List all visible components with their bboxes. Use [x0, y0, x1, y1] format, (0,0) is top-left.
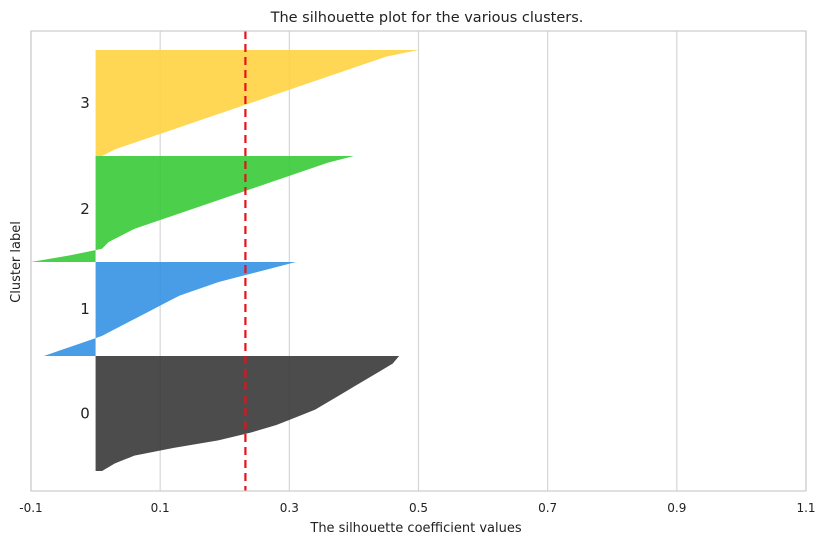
cluster-areas: [31, 50, 419, 471]
x-tick-label-0: -0.1: [19, 501, 42, 515]
cluster-area-2: [31, 156, 354, 262]
chart-title: The silhouette plot for the various clus…: [270, 10, 584, 26]
cluster-labels: 0 1 2 3: [80, 94, 90, 423]
y-axis-label: Cluster label: [9, 221, 24, 303]
plot-frame: [30, 30, 807, 492]
x-tick-label-1: 0.1: [151, 501, 170, 515]
cluster-label-1: 1: [80, 300, 90, 318]
x-tick-label-2: 0.3: [280, 501, 299, 515]
x-tick-label-5: 0.9: [667, 501, 686, 515]
x-tick-labels: -0.1 0.1 0.3 0.5 0.7 0.9 1.1: [19, 501, 815, 515]
x-axis-label: The silhouette coefficient values: [309, 521, 521, 536]
cluster-area-3: [95, 50, 419, 156]
x-tick-label-6: 1.1: [796, 501, 815, 515]
cluster-area-1: [43, 262, 296, 356]
cluster-label-0: 0: [80, 405, 90, 423]
cluster-label-2: 2: [80, 200, 90, 218]
x-tick-label-4: 0.7: [538, 501, 557, 515]
cluster-label-3: 3: [80, 94, 90, 112]
cluster-area-0: [95, 356, 400, 471]
x-tick-label-3: 0.5: [409, 501, 428, 515]
